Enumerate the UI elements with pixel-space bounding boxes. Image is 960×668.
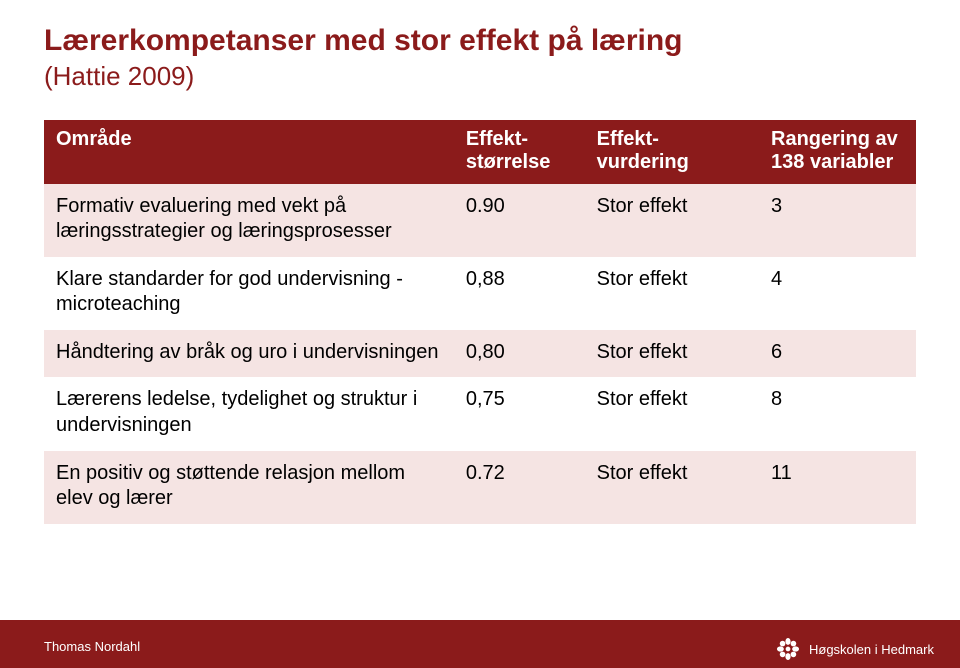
effect-table: Område Effekt-størrelse Effekt-vurdering… (44, 120, 916, 524)
cell-effektstorrelse: 0,75 (454, 377, 585, 450)
cell-effektvurdering: Stor effekt (585, 330, 759, 378)
cell-rangering: 8 (759, 377, 916, 450)
col-header-omrade: Område (44, 120, 454, 184)
page-subtitle: (Hattie 2009) (44, 61, 916, 92)
col-header-effektstorrelse: Effekt-størrelse (454, 120, 585, 184)
footer-author: Thomas Nordahl (44, 639, 140, 654)
cell-rangering: 3 (759, 184, 916, 257)
col-header-rangering: Rangering av 138 variabler (759, 120, 916, 184)
col-header-effektvurdering: Effekt-vurdering (585, 120, 759, 184)
flower-icon (775, 636, 801, 662)
cell-omrade: Formativ evaluering med vekt på læringss… (44, 184, 454, 257)
table-row: Klare standarder for god undervisning - … (44, 257, 916, 330)
table-header-row: Område Effekt-størrelse Effekt-vurdering… (44, 120, 916, 184)
table-row: En positiv og støttende relasjon mellom … (44, 451, 916, 524)
cell-rangering: 11 (759, 451, 916, 524)
logo-text: Høgskolen i Hedmark (809, 642, 934, 657)
page-title: Lærerkompetanser med stor effekt på læri… (44, 24, 916, 59)
cell-rangering: 6 (759, 330, 916, 378)
logo: Høgskolen i Hedmark (775, 636, 934, 662)
cell-omrade: Lærerens ledelse, tydelighet og struktur… (44, 377, 454, 450)
slide: Lærerkompetanser med stor effekt på læri… (0, 0, 960, 668)
table-row: Håndtering av bråk og uro i undervisning… (44, 330, 916, 378)
cell-effektstorrelse: 0,88 (454, 257, 585, 330)
cell-effektvurdering: Stor effekt (585, 451, 759, 524)
cell-effektstorrelse: 0,80 (454, 330, 585, 378)
cell-omrade: En positiv og støttende relasjon mellom … (44, 451, 454, 524)
cell-effektvurdering: Stor effekt (585, 377, 759, 450)
table-row: Lærerens ledelse, tydelighet og struktur… (44, 377, 916, 450)
cell-effektvurdering: Stor effekt (585, 184, 759, 257)
table-row: Formativ evaluering med vekt på læringss… (44, 184, 916, 257)
cell-omrade: Håndtering av bråk og uro i undervisning… (44, 330, 454, 378)
cell-effektvurdering: Stor effekt (585, 257, 759, 330)
cell-effektstorrelse: 0.90 (454, 184, 585, 257)
footer: Thomas Nordahl Høgskolen i Hedmark (0, 608, 960, 668)
cell-rangering: 4 (759, 257, 916, 330)
cell-omrade: Klare standarder for god undervisning - … (44, 257, 454, 330)
cell-effektstorrelse: 0.72 (454, 451, 585, 524)
